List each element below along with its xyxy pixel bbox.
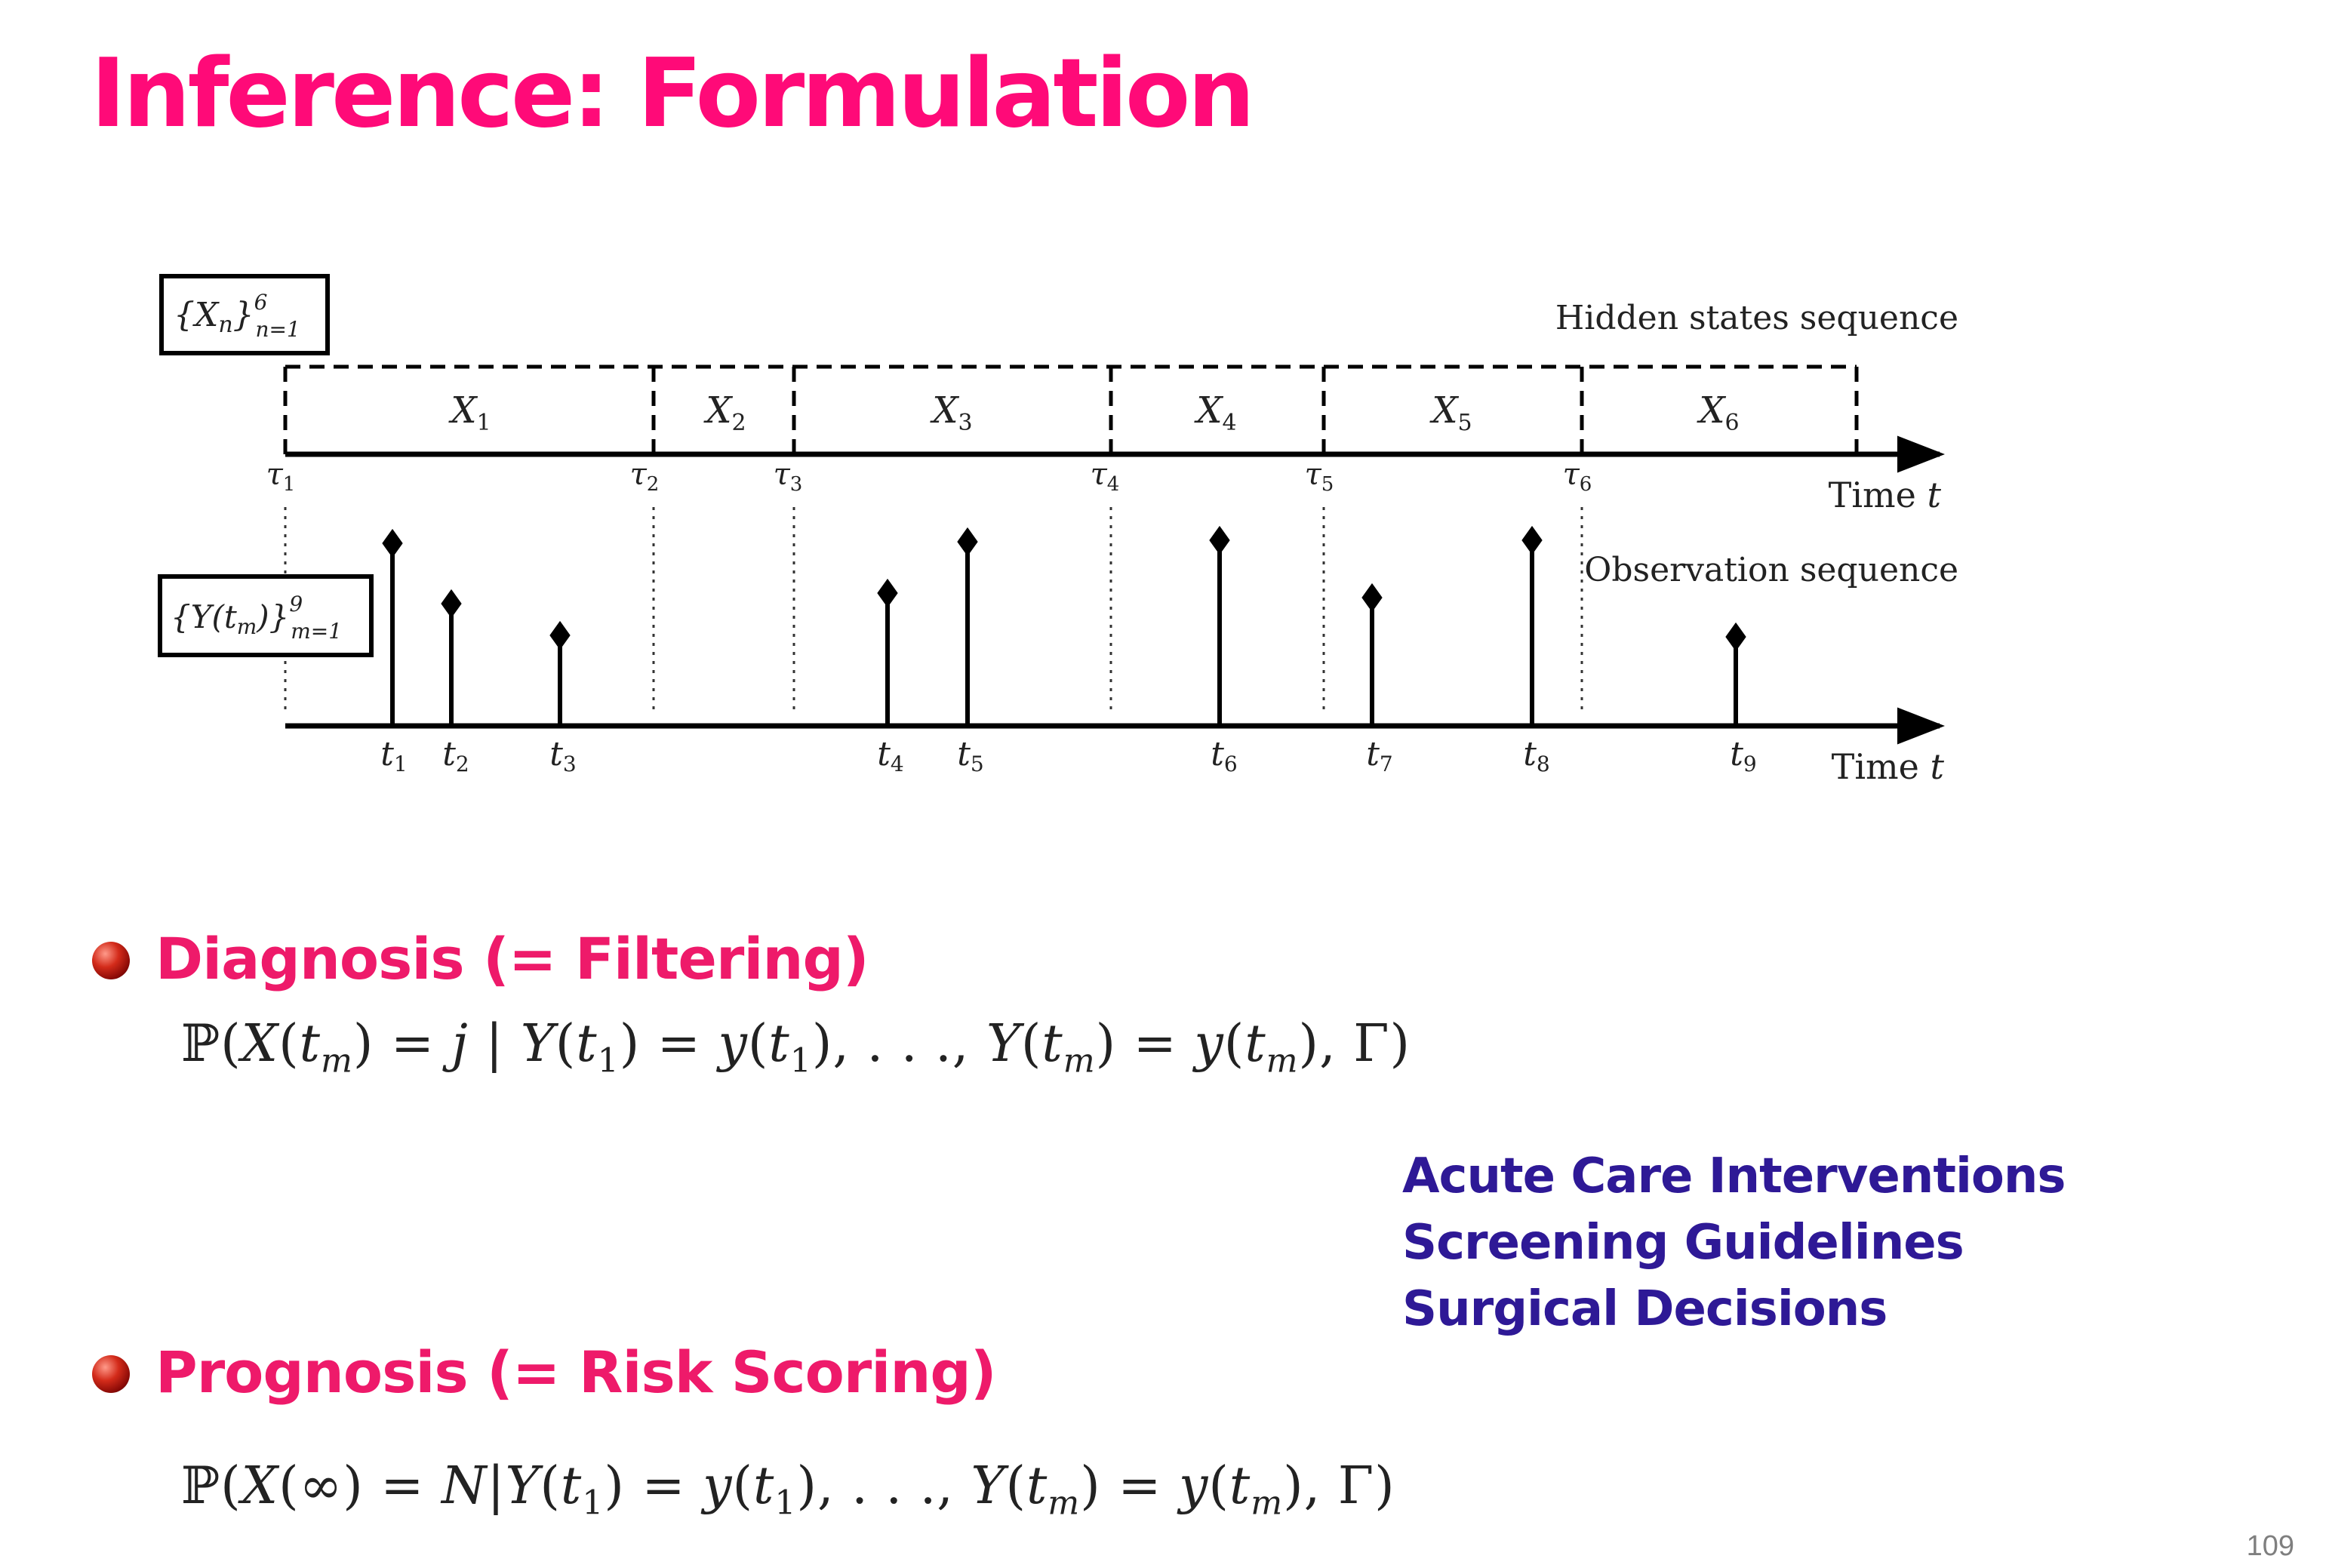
observation-time-label: Time t (1832, 746, 1945, 787)
t-label-7: t7 (1366, 735, 1393, 776)
tau-label-1: τ1 (266, 457, 296, 496)
slide-title: Inference: Formulation (91, 38, 1255, 149)
state-label-x1: X1 (448, 389, 491, 436)
tau-label-3: τ3 (774, 457, 803, 496)
diagnosis-heading: Diagnosis (= Filtering) (155, 925, 869, 992)
diagnosis-formula: ℙ(X(tm) = j | Y(t1) = y(t1), . . ., Y(tm… (181, 1014, 1411, 1081)
change-point-guides (284, 507, 1583, 715)
state-label-x6: X6 (1696, 389, 1739, 436)
observation-stems (382, 525, 1746, 726)
application-item: Surgical Decisions (1402, 1281, 1888, 1337)
state-label-x4: X4 (1193, 389, 1236, 436)
tau-label-6: τ6 (1563, 457, 1592, 496)
prognosis-formula: ℙ(X(∞) = N|Y(t1) = y(t1), . . ., Y(tm) =… (181, 1456, 1395, 1523)
prognosis-heading: Prognosis (= Risk Scoring) (155, 1339, 997, 1406)
state-label-x5: X5 (1429, 389, 1472, 436)
application-item: Screening Guidelines (1402, 1215, 1964, 1271)
applications-list: Acute Care Interventions Screening Guide… (1402, 1143, 2066, 1342)
t-label-1: t1 (380, 735, 408, 776)
t-label-5: t5 (957, 735, 984, 776)
tau-label-4: τ4 (1091, 457, 1120, 496)
observation-box: {Y(tm)}9 m=1 (158, 574, 374, 657)
hmm-timeline-diagram: {Xn}6 n=1 Hidden states sequence X1 X2 X3… (158, 274, 1958, 787)
t-label-6: t6 (1211, 735, 1238, 776)
t-label-4: t4 (877, 735, 904, 776)
bullet-icon (92, 942, 130, 979)
state-boxes (283, 364, 1859, 456)
tau-label-5: τ5 (1305, 457, 1334, 496)
hidden-time-label: Time t (1829, 475, 1942, 515)
tau-label-2: τ2 (630, 457, 660, 496)
hidden-sequence-label: Hidden states sequence (1555, 299, 1958, 337)
observation-sequence-label: Observation sequence (1584, 551, 1958, 589)
page-number: 109 (2246, 1530, 2294, 1562)
application-item: Acute Care Interventions (1402, 1148, 2066, 1204)
t-label-8: t8 (1523, 735, 1550, 776)
bullet-icon (92, 1355, 130, 1393)
state-label-x3: X3 (929, 389, 972, 436)
state-label-x2: X2 (703, 389, 746, 436)
hidden-states-box: {Xn}6 n=1 (159, 274, 330, 355)
t-label-3: t3 (549, 735, 577, 776)
t-label-9: t9 (1730, 735, 1757, 776)
t-label-2: t2 (442, 735, 469, 776)
